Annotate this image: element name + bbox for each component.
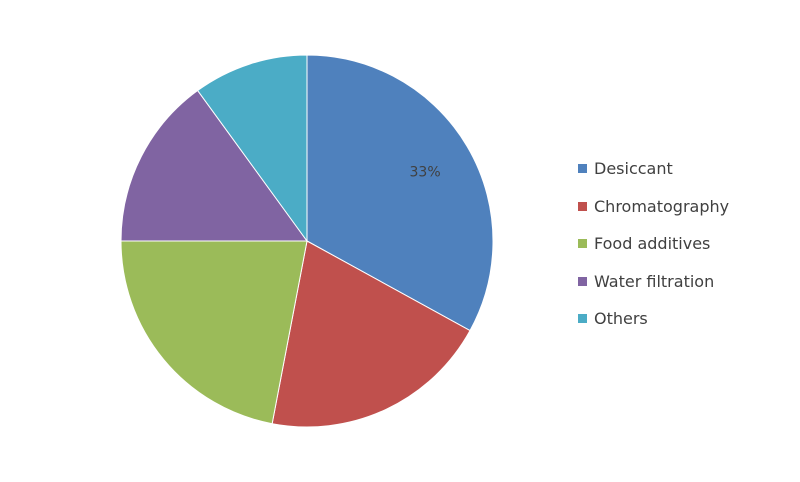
legend-label-desiccant: Desiccant <box>594 159 673 179</box>
data-label-desiccant: 33% <box>410 165 441 181</box>
legend-swatch-others <box>578 314 587 324</box>
pie-slice-water-filtration <box>120 89 308 242</box>
legend-swatch-water-filtration <box>578 276 587 286</box>
legend-label-others: Others <box>594 309 648 329</box>
legend-label-chromatography: Chromatography <box>594 196 730 216</box>
legend-item-others: Others <box>578 300 729 338</box>
pie-data-labels: 33% <box>410 165 441 181</box>
legend-label-water-filtration: Water filtration <box>594 271 715 291</box>
pie-slice-desiccant <box>306 54 494 332</box>
legend-swatch-chromatography <box>578 201 587 211</box>
legend-item-desiccant: Desiccant <box>578 150 729 188</box>
pie-slice-others <box>196 54 308 243</box>
pie-slice-food-additives <box>120 240 308 425</box>
legend-item-food-additives: Food additives <box>578 225 729 263</box>
legend-item-water-filtration: Water filtration <box>578 263 729 301</box>
legend-swatch-food-additives <box>578 239 587 249</box>
chart-legend: Desiccant Chromatography Food additives Wat… <box>578 150 729 338</box>
legend-label-food-additives: Food additives <box>594 234 711 254</box>
pie-slice-chromatography <box>271 240 471 428</box>
legend-swatch-desiccant <box>578 164 587 174</box>
pie-slices <box>120 54 494 428</box>
legend-item-chromatography: Chromatography <box>578 188 729 226</box>
